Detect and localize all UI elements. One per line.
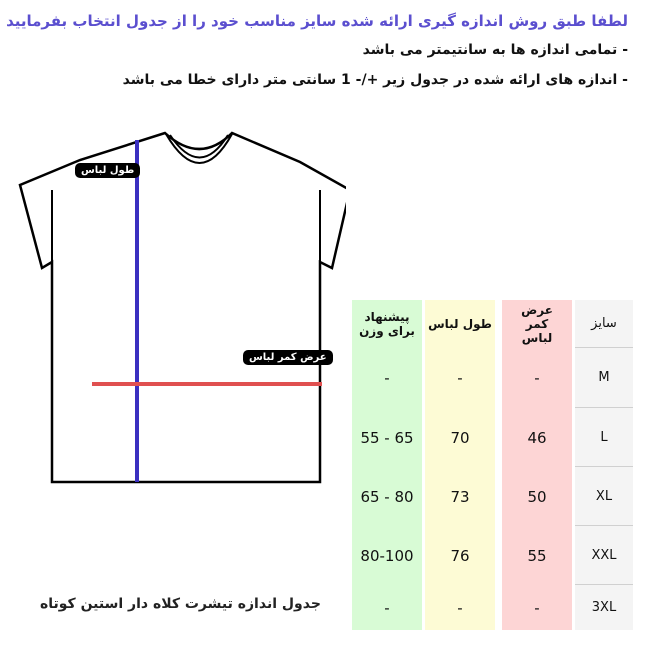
- cell-weight: 80-100: [360, 546, 414, 565]
- cell-waist: 55: [527, 546, 547, 565]
- weight-column: پیشنهاد برای وزن - 55 - 65 65 - 80 80-10…: [352, 300, 422, 630]
- header-size: سایز: [575, 300, 633, 348]
- cell-size: 3XL: [591, 600, 617, 615]
- cell-waist: 50: [527, 487, 547, 506]
- cell-weight: -: [384, 598, 390, 617]
- tshirt-outline: [18, 131, 346, 484]
- cell-length: 73: [450, 487, 470, 506]
- waist-column: عرض کمر لباس - 46 50 55 -: [502, 300, 572, 630]
- header-weight: پیشنهاد برای وزن: [359, 310, 415, 338]
- length-column: طول لباس - 70 73 76 -: [425, 300, 495, 630]
- note-units: - تمامی اندازه ها به سانتیمتر می باشد: [362, 42, 628, 58]
- cell-size: XXL: [575, 526, 633, 585]
- cell-length: 76: [450, 546, 470, 565]
- cell-weight: 65 - 80: [360, 487, 414, 506]
- cell-waist: -: [534, 598, 540, 617]
- cell-size: L: [575, 408, 633, 467]
- cell-size: XL: [575, 467, 633, 526]
- note-tolerance: - اندازه های ارائه شده در جدول زیر +/- 1…: [122, 72, 628, 88]
- cell-size: M: [575, 348, 633, 408]
- size-column: سایز M L XL XXL 3XL: [575, 300, 633, 630]
- tshirt-diagram: [18, 131, 346, 484]
- cell-length: -: [457, 598, 463, 617]
- length-label: طول لباس: [75, 163, 141, 178]
- caption: جدول اندازه تیشرت کلاه دار استین کوتاه: [40, 596, 321, 612]
- header-length: طول لباس: [428, 317, 492, 331]
- cell-length: 70: [450, 428, 470, 447]
- header-waist: عرض کمر لباس: [521, 303, 553, 345]
- width-label: عرض کمر لباس: [243, 350, 333, 365]
- cell-weight: 55 - 65: [360, 428, 414, 447]
- cell-weight: -: [384, 369, 390, 387]
- cell-waist: -: [534, 369, 540, 387]
- title: لطفا طبق روش اندازه گیری ارائه شده سایز …: [6, 12, 628, 30]
- cell-length: -: [457, 369, 463, 387]
- cell-waist: 46: [527, 428, 547, 447]
